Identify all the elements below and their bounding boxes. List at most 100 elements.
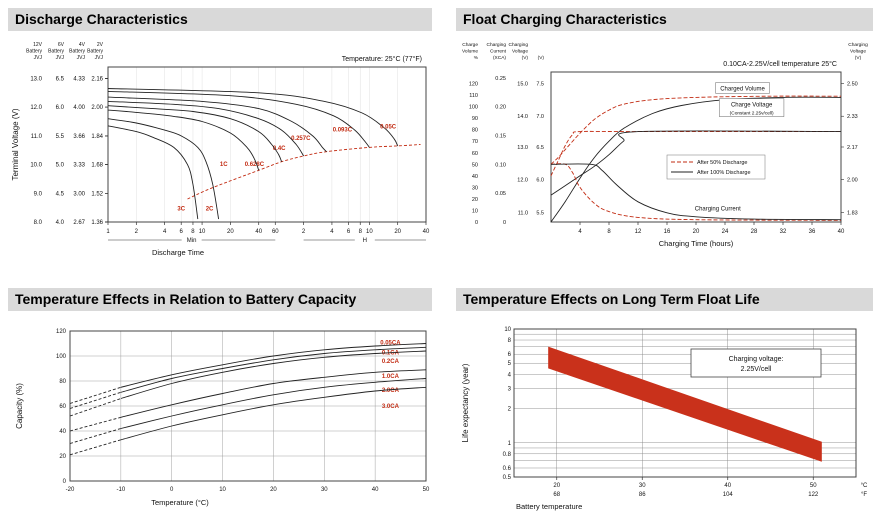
curve-2.0CA xyxy=(120,378,427,429)
curve-0.4C xyxy=(107,100,304,157)
panel-title-bar: Discharge Characteristics xyxy=(8,8,432,31)
tick-label: 6.0 xyxy=(536,178,544,184)
y-tick-label: 2 xyxy=(508,407,512,413)
tick-label: 8.0 xyxy=(34,220,43,226)
x-tick-label-c: 20 xyxy=(553,483,560,489)
curve-label-0.2CA: 0.2CA xyxy=(382,359,400,365)
tick-label: 13.0 xyxy=(30,76,42,82)
y-tick-label: 10 xyxy=(504,327,511,333)
curve-1C xyxy=(107,109,260,171)
y-tick-label: 4 xyxy=(508,372,512,378)
tick-label: 15.0 xyxy=(517,82,528,88)
x-tick-label: 28 xyxy=(751,229,758,235)
cutoff-curve xyxy=(187,144,421,200)
axis-header: Charge xyxy=(462,42,478,48)
tick-label: 90 xyxy=(472,116,478,122)
x-tick-label: 50 xyxy=(423,487,430,493)
curve-label-box xyxy=(719,98,785,117)
x-tick-label-f: 122 xyxy=(808,492,819,498)
axis-header: JVJ xyxy=(95,55,104,61)
curve-label-0.1CA: 0.1CA xyxy=(382,350,400,356)
tick-label: 2.33 xyxy=(847,114,858,120)
x-tick-label: 40 xyxy=(372,487,379,493)
axis-header: (XCA) xyxy=(493,55,506,61)
y-tick-label: 60 xyxy=(59,404,66,410)
y-tick-label: 20 xyxy=(59,454,66,460)
axis-header: Battery xyxy=(87,49,103,55)
curve-label-0.05CA: 0.05CA xyxy=(380,340,401,346)
curve-label-2C: 2C xyxy=(206,207,214,213)
tick-label: 3.66 xyxy=(73,134,85,140)
curve-0.257C xyxy=(107,96,327,153)
tick-label: 5.0 xyxy=(56,163,65,169)
axis-header: Battery xyxy=(69,49,85,55)
panel-title-bar: Temperature Effects in Relation to Batte… xyxy=(8,288,432,311)
curve-dashed-0.2CA xyxy=(69,398,122,417)
x-tick-label: 30 xyxy=(321,487,328,493)
curve-label: Charged Volume xyxy=(720,86,765,92)
tick-label: 5.5 xyxy=(536,210,544,216)
tick-label: 110 xyxy=(469,93,478,99)
x-tick-label-c: 30 xyxy=(639,483,646,489)
float-life-chart: 1086543210.80.60.5206830864010450122°C°F… xyxy=(461,327,868,511)
axis-header: Charging xyxy=(509,42,529,48)
x-axis-title: Temperature (°C) xyxy=(151,498,209,507)
curve-label: Charging Current xyxy=(695,206,741,212)
panel-title-text: Temperature Effects on Long Term Float L… xyxy=(463,291,760,307)
x-tick-label: 20 xyxy=(227,229,234,235)
unit-label-f: °F xyxy=(861,492,867,498)
axis-header: JVJ xyxy=(77,55,86,61)
plot-frame xyxy=(69,330,427,482)
curve-0.05C xyxy=(107,88,399,147)
x-tick-label: 4 xyxy=(163,229,167,235)
tick-label: 4.5 xyxy=(56,191,65,197)
y-tick-label: 120 xyxy=(56,329,67,335)
axis-header: Battery xyxy=(48,49,64,55)
plot-frame xyxy=(513,328,857,478)
y-tick-label: 3 xyxy=(508,386,512,392)
x-tick-label: 24 xyxy=(722,229,729,235)
panel-float-charging-characteristics: Float Charging Characteristics Charge Vol… xyxy=(456,8,873,273)
y-axis-title: Life expectancy (year) xyxy=(461,363,470,442)
legend-label: After 50% Discharge xyxy=(697,160,747,166)
x-tick-label: 20 xyxy=(693,229,700,235)
axis-header: 2V xyxy=(97,42,104,48)
axis-header: Voltage xyxy=(512,49,528,55)
x-tick-label: 4 xyxy=(330,229,334,235)
x-tick-label: 40 xyxy=(255,229,262,235)
tick-label: 2.50 xyxy=(847,82,858,88)
plot-frame xyxy=(550,71,842,223)
panel-temperature-capacity: Temperature Effects in Relation to Batte… xyxy=(8,288,432,522)
x-tick-label: 8 xyxy=(607,229,611,235)
x-tick-label: 20 xyxy=(270,487,277,493)
panel-title-text: Temperature Effects in Relation to Batte… xyxy=(15,291,357,307)
tick-label: 3.00 xyxy=(73,191,85,197)
legend-label: After 100% Discharge xyxy=(697,170,751,176)
tick-label: 0.20 xyxy=(495,105,506,111)
x-tick-label: 40 xyxy=(423,229,430,235)
x-tick-label-f: 68 xyxy=(553,492,560,498)
y-tick-label: 8 xyxy=(508,338,512,344)
curve-0.628C xyxy=(107,105,283,162)
tick-label: 0 xyxy=(503,220,506,226)
panel-title-text: Float Charging Characteristics xyxy=(463,11,667,27)
tick-label: 0.25 xyxy=(495,76,506,82)
tick-label: 10.0 xyxy=(30,163,42,169)
x-axis-title: Discharge Time xyxy=(152,248,204,257)
x-tick-label: 8 xyxy=(191,229,195,235)
tick-label: 5.5 xyxy=(56,134,65,140)
x-tick-label: 36 xyxy=(809,229,816,235)
tick-label: 2.00 xyxy=(847,178,858,184)
tick-label: 4.00 xyxy=(73,105,85,111)
axis-header: (V) xyxy=(522,55,529,61)
tick-label: 0.15 xyxy=(495,133,506,139)
x-tick-label: 12 xyxy=(635,229,642,235)
x-tick-label: 10 xyxy=(199,229,206,235)
x-tick-label: 2 xyxy=(302,229,306,235)
x-tick-label: 32 xyxy=(780,229,787,235)
curve-label-3C: 3C xyxy=(177,207,185,213)
axis-header: JVJ xyxy=(56,55,65,61)
axis-header: Charging xyxy=(848,42,868,48)
curve-dashed-1.0CA xyxy=(69,416,122,432)
x-tick-label-c: 40 xyxy=(724,483,731,489)
